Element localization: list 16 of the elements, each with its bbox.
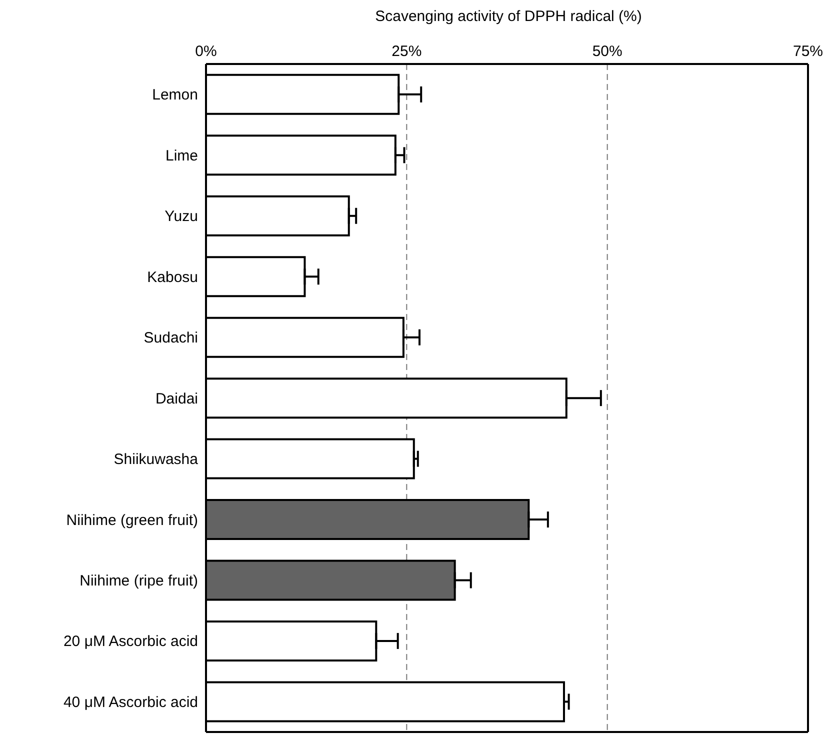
y-tick-label: Sudachi [144, 330, 198, 347]
y-tick-label: Daidai [155, 390, 198, 408]
x-axis-title: Scavenging activity of DPPH radical (%) [374, 8, 643, 27]
y-tick-label: Yuzu [164, 208, 198, 226]
y-tick-label: Lemon [152, 86, 198, 104]
x-tick-label: 75% [792, 43, 824, 60]
y-tick-label: Niihime (green fruit) [66, 512, 198, 529]
y-tick-label: Kabosu [147, 268, 198, 286]
y-tick-label: Lime [165, 147, 198, 164]
y-tick-label: Niihime (ripe fruit) [80, 572, 198, 590]
x-tick-label: 50% [592, 43, 622, 60]
y-tick-label: 20 μM Ascorbic acid [63, 633, 198, 650]
x-tick-label: 25% [392, 43, 422, 60]
y-tick-label: Shiikuwasha [114, 451, 199, 468]
x-tick-label: 0% [195, 43, 217, 60]
y-tick-label: 40 μM Ascorbic acid [63, 694, 198, 711]
